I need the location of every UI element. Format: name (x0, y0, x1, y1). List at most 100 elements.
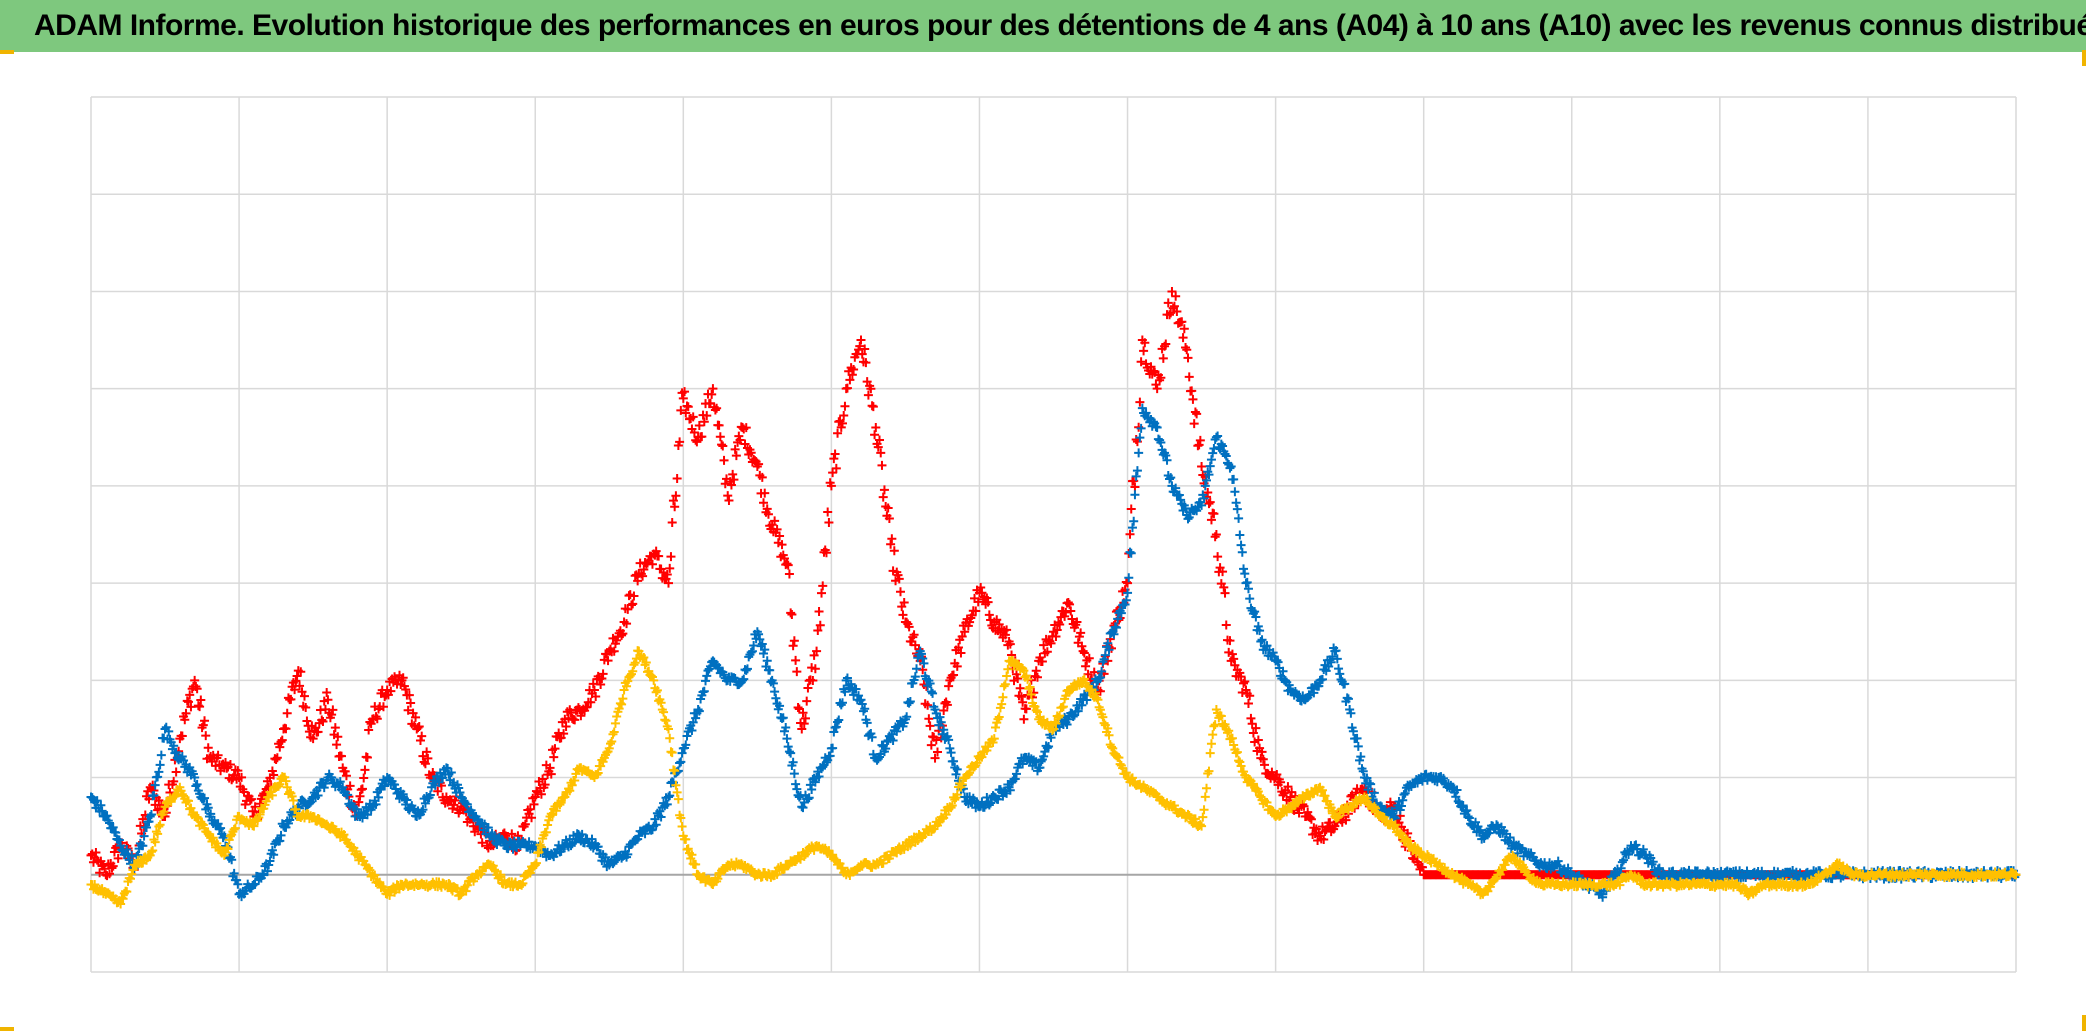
data-point-series-1 (1192, 409, 1202, 419)
data-point-series-1 (198, 720, 208, 730)
data-point-series-2 (1229, 474, 1239, 484)
data-point-series-1 (308, 734, 318, 744)
data-point-series-1 (299, 691, 309, 701)
data-point-series-2 (390, 780, 400, 790)
data-point-series-1 (683, 402, 693, 412)
data-point-series-2 (156, 750, 166, 760)
data-point-series-1 (1197, 461, 1207, 471)
data-point-series-1 (823, 507, 833, 517)
data-point-series-1 (678, 393, 688, 403)
data-point-series-1 (1225, 636, 1235, 646)
data-point-series-1 (984, 610, 994, 620)
data-point-series-1 (759, 498, 769, 508)
data-point-series-2 (788, 757, 798, 767)
data-point-series-2 (755, 634, 765, 644)
data-point-series-2 (912, 664, 922, 674)
data-point-series-1 (267, 766, 277, 776)
data-point-series-2 (1124, 573, 1134, 583)
data-point-series-1 (540, 780, 550, 790)
data-point-series-2 (229, 868, 239, 878)
data-point-series-1 (1227, 649, 1237, 659)
data-point-series-1 (715, 432, 725, 442)
data-point-series-1 (354, 797, 364, 807)
data-point-series-2 (782, 734, 792, 744)
data-point-series-3 (610, 718, 620, 728)
data-point-series-2 (144, 817, 154, 827)
data-point-series-1 (192, 684, 202, 694)
data-point-series-1 (1139, 346, 1149, 356)
data-point-series-2 (993, 794, 1003, 804)
data-point-series-2 (1104, 645, 1114, 655)
data-point-series-2 (1245, 594, 1255, 604)
data-point-series-1 (923, 700, 933, 710)
data-point-series-1 (638, 571, 648, 581)
data-point-series-1 (831, 463, 841, 473)
data-point-series-1 (1190, 407, 1200, 417)
data-point-series-2 (498, 836, 508, 846)
data-point-series-2 (768, 678, 778, 688)
data-point-series-2 (1100, 650, 1110, 660)
data-point-series-1 (889, 546, 899, 556)
data-point-series-2 (171, 747, 181, 757)
data-point-series-1 (1163, 298, 1173, 308)
data-point-series-2 (142, 822, 152, 832)
data-point-series-1 (933, 747, 943, 757)
data-point-series-1 (676, 405, 686, 415)
data-point-series-1 (95, 868, 105, 878)
data-point-series-2 (362, 810, 372, 820)
data-point-series-2 (693, 705, 703, 714)
data-point-series-3 (991, 722, 1000, 732)
data-point-series-2 (862, 718, 872, 728)
data-point-series-1 (1172, 307, 1182, 317)
data-point-series-2 (454, 783, 464, 793)
points-layer (86, 286, 2021, 909)
data-point-series-1 (973, 597, 983, 607)
data-point-series-1 (815, 620, 825, 630)
data-point-series-1 (924, 714, 934, 724)
data-point-series-1 (654, 551, 664, 561)
data-point-series-3 (1199, 805, 1209, 815)
data-point-series-1 (863, 390, 873, 400)
data-point-series-2 (687, 725, 697, 735)
data-point-series-1 (726, 480, 736, 490)
data-point-series-1 (802, 696, 812, 706)
data-point-series-1 (322, 687, 332, 697)
data-point-series-1 (272, 753, 282, 763)
data-point-series-1 (741, 423, 751, 433)
data-point-series-2 (770, 687, 780, 697)
data-point-series-1 (1078, 646, 1088, 656)
data-point-series-1 (545, 763, 555, 773)
data-point-series-1 (836, 422, 846, 432)
data-point-series-1 (1219, 582, 1229, 592)
data-point-series-1 (1126, 504, 1136, 514)
data-point-series-1 (1125, 529, 1135, 539)
data-point-series-1 (1189, 419, 1199, 429)
data-point-series-1 (411, 712, 421, 722)
data-point-series-1 (1076, 628, 1086, 638)
data-point-series-1 (1152, 384, 1162, 394)
data-point-series-1 (345, 781, 355, 791)
data-point-series-1 (689, 427, 699, 437)
data-point-series-2 (904, 698, 914, 708)
data-point-series-1 (378, 702, 388, 712)
data-point-series-1 (1167, 286, 1177, 296)
data-point-series-1 (333, 732, 343, 742)
data-point-series-1 (1148, 366, 1158, 376)
data-point-series-1 (275, 742, 285, 752)
data-point-series-2 (792, 784, 802, 794)
data-point-series-1 (622, 619, 632, 629)
data-point-series-2 (675, 758, 685, 768)
data-point-series-1 (667, 517, 677, 527)
data-point-series-2 (276, 830, 286, 840)
data-point-series-2 (1046, 733, 1056, 743)
data-point-series-2 (262, 866, 272, 876)
data-point-series-2 (860, 704, 870, 714)
data-point-series-1 (113, 853, 123, 863)
data-point-series-1 (1239, 678, 1249, 688)
data-point-series-2 (691, 713, 701, 723)
data-point-series-1 (286, 694, 296, 704)
data-point-series-1 (190, 675, 200, 685)
data-point-series-1 (710, 405, 720, 415)
data-point-series-2 (1334, 664, 1344, 674)
data-point-series-1 (1015, 683, 1025, 693)
